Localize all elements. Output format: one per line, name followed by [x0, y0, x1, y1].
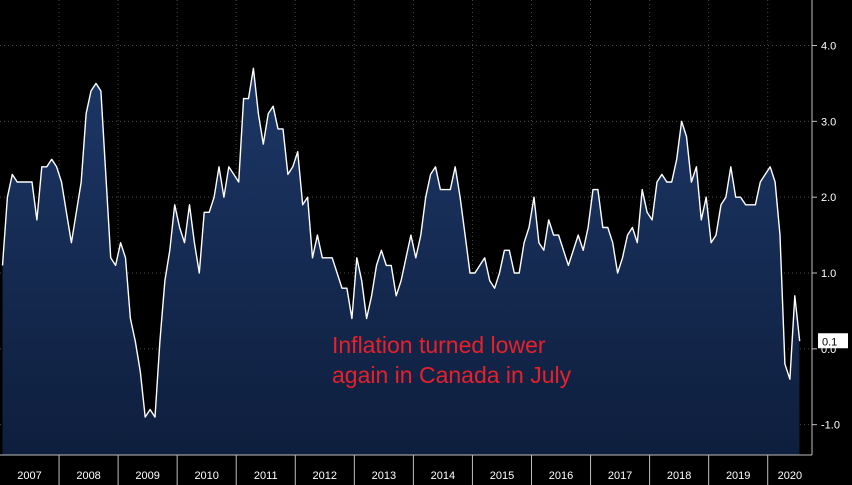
x-tick-label: 2010: [194, 470, 218, 482]
x-tick-label: 2017: [608, 470, 632, 482]
annotation-line-1: Inflation turned lower: [332, 332, 546, 358]
last-value-box: [818, 333, 848, 349]
x-tick-label: 2013: [372, 470, 396, 482]
x-tick-label: 2008: [76, 470, 100, 482]
x-tick-label: 2015: [490, 470, 514, 482]
x-tick-label: 2019: [726, 470, 750, 482]
x-tick-label: 2016: [549, 470, 573, 482]
x-tick-label: 2007: [17, 470, 41, 482]
y-tick-label: 2.0: [821, 192, 836, 204]
y-tick-label: 4.0: [821, 41, 836, 53]
y-tick-label: -1.0: [821, 420, 840, 432]
x-tick-label: 2011: [254, 470, 278, 482]
axes: [0, 0, 817, 485]
x-tick-label: 2018: [667, 470, 691, 482]
x-tick-label: 2014: [431, 470, 455, 482]
series-area: [2, 68, 800, 456]
x-tick-label: 2020: [778, 470, 802, 482]
x-tick-label: 2012: [313, 470, 337, 482]
y-tick-label: 3.0: [821, 116, 836, 128]
annotation-line-2: again in Canada in July: [332, 362, 572, 388]
last-value-text: 0.1: [822, 336, 837, 348]
plot-area: [1, 67, 801, 456]
y-tick-label: 1.0: [821, 268, 836, 280]
chart-annotation: Inflation turned lower again in Canada i…: [332, 330, 571, 390]
x-tick-label: 2009: [135, 470, 159, 482]
last-value-label: 0.1: [818, 333, 848, 349]
series-line: [1, 67, 801, 418]
